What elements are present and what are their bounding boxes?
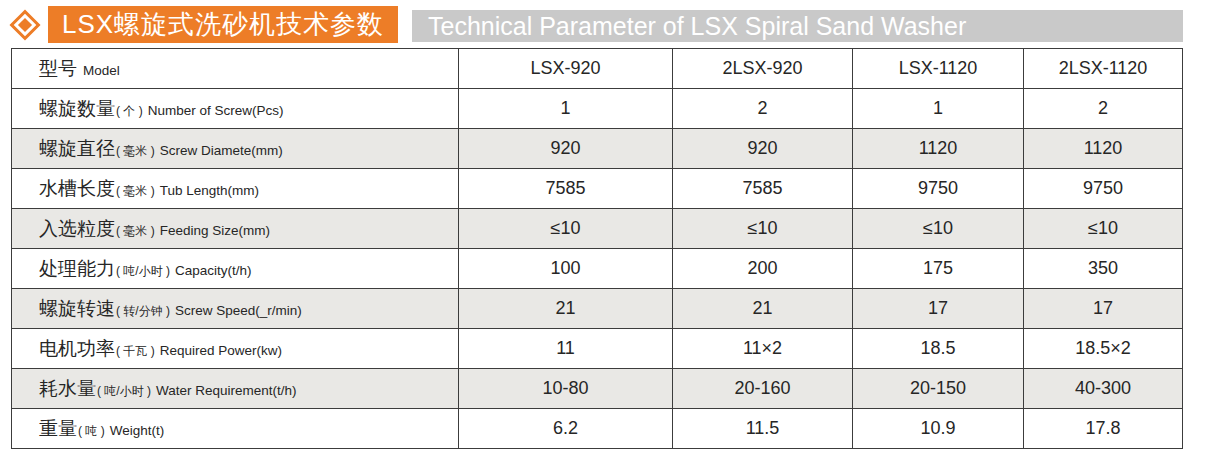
value-cell-lsx-1120: ≤10 (853, 209, 1024, 249)
value-cell-2lsx-920: 11.5 (673, 409, 853, 449)
row-label-en: Weight(t) (110, 423, 165, 438)
row-label-unit: ( 转/分钟 ) (116, 304, 170, 318)
value-cell-2lsx-1120: 1120 (1024, 129, 1183, 169)
value-cell-lsx-920: 100 (459, 249, 673, 289)
value-cell-lsx-1120: 9750 (853, 169, 1024, 209)
value-cell-2lsx-1120: 17.8 (1024, 409, 1183, 449)
value-cell-lsx-920: LSX-920 (459, 49, 673, 89)
table-row: 螺旋转速( 转/分钟 ) Screw Speed(_r/min) 21 21 17… (12, 289, 1183, 329)
row-label-cn: 耗水量 (39, 378, 96, 399)
row-label-unit: ( 吨/小时 ) (97, 384, 151, 398)
table-row: 螺旋数量( 个 ) Number of Screw(Pcs) 1 2 1 2 (12, 89, 1183, 129)
row-label-en: Required Power(kw) (160, 343, 282, 358)
value-cell-2lsx-1120: 350 (1024, 249, 1183, 289)
row-label-en: Capacity(t/h) (175, 263, 252, 278)
row-label-cn: 螺旋直径 (39, 138, 115, 159)
row-label-unit: ( 毫米 ) (116, 144, 155, 158)
row-label-cn: 处理能力 (39, 258, 115, 279)
value-cell-lsx-1120: 18.5 (853, 329, 1024, 369)
row-label-cn: 入选粒度 (39, 218, 115, 239)
row-label-cell: 耗水量( 吨/小时 ) Water Requirement(t/h) (12, 369, 459, 409)
row-label-cn: 电机功率 (39, 338, 115, 359)
value-cell-2lsx-1120: 18.5×2 (1024, 329, 1183, 369)
row-label-cell: 螺旋数量( 个 ) Number of Screw(Pcs) (12, 89, 459, 129)
row-label-cell: 入选粒度( 毫米 ) Feeding Size(mm) (12, 209, 459, 249)
value-cell-2lsx-920: 200 (673, 249, 853, 289)
value-cell-2lsx-920: 11×2 (673, 329, 853, 369)
row-label-en: Screw Speed(_r/min) (175, 303, 302, 318)
row-label-en: Number of Screw(Pcs) (148, 103, 284, 118)
value-cell-lsx-1120: 20-150 (853, 369, 1024, 409)
value-cell-2lsx-1120: ≤10 (1024, 209, 1183, 249)
row-label-cell: 重量( 吨 ) Weight(t) (12, 409, 459, 449)
value-cell-2lsx-920: 7585 (673, 169, 853, 209)
title-english: Technical Parameter of LSX Spiral Sand W… (412, 10, 1183, 42)
row-label-cell: 处理能力( 吨/小时 ) Capacity(t/h) (12, 249, 459, 289)
row-label-en: Tub Length(mm) (160, 183, 259, 198)
title-chinese: LSX螺旋式洗砂机技术参数 (48, 6, 398, 43)
row-label-unit: ( 个 ) (116, 104, 143, 118)
value-cell-lsx-920: 7585 (459, 169, 673, 209)
row-label-cell: 螺旋转速( 转/分钟 ) Screw Speed(_r/min) (12, 289, 459, 329)
value-cell-lsx-1120: 175 (853, 249, 1024, 289)
value-cell-2lsx-920: 2LSX-920 (673, 49, 853, 89)
value-cell-2lsx-920: 920 (673, 129, 853, 169)
value-cell-lsx-1120: 10.9 (853, 409, 1024, 449)
value-cell-2lsx-1120: 2LSX-1120 (1024, 49, 1183, 89)
table-row: 水槽长度( 毫米 )Tub Length(mm) 7585 7585 9750 … (12, 169, 1183, 209)
value-cell-lsx-920: 6.2 (459, 409, 673, 449)
value-cell-lsx-1120: 17 (853, 289, 1024, 329)
table-row: 耗水量( 吨/小时 )Water Requirement(t/h) 10-80 … (12, 369, 1183, 409)
row-label-unit: ( 吨 ) (78, 424, 105, 438)
value-cell-2lsx-1120: 17 (1024, 289, 1183, 329)
row-label-en: Feeding Size(mm) (160, 223, 270, 238)
value-cell-lsx-920: 21 (459, 289, 673, 329)
row-label-cell: 型号 Model (12, 49, 459, 89)
value-cell-2lsx-920: 20-160 (673, 369, 853, 409)
row-label-cn: 螺旋数量 (39, 98, 115, 119)
table-row: 型号 Model LSX-920 2LSX-920 LSX-1120 2LSX-1… (12, 49, 1183, 89)
row-label-cn: 重量 (39, 418, 77, 439)
row-label-unit: ( 毫米 ) (116, 224, 155, 238)
row-label-cn: 螺旋转速 (39, 298, 115, 319)
table-row: 入选粒度( 毫米 ) Feeding Size(mm) ≤10 ≤10 ≤10 ≤… (12, 209, 1183, 249)
row-label-en: Water Requirement(t/h) (156, 383, 297, 398)
table-row: 电机功率( 千瓦 ) Required Power(kw) 11 11×2 18.… (12, 329, 1183, 369)
value-cell-lsx-920: ≤10 (459, 209, 673, 249)
value-cell-lsx-920: 920 (459, 129, 673, 169)
row-label-en: Model (83, 63, 120, 78)
row-label-cell: 电机功率( 千瓦 ) Required Power(kw) (12, 329, 459, 369)
value-cell-lsx-1120: LSX-1120 (853, 49, 1024, 89)
diamond-icon (10, 10, 40, 40)
value-cell-2lsx-1120: 9750 (1024, 169, 1183, 209)
row-label-cn: 水槽长度 (39, 178, 115, 199)
row-label-cn: 型号 (39, 58, 77, 79)
value-cell-2lsx-1120: 40-300 (1024, 369, 1183, 409)
value-cell-2lsx-920: 2 (673, 89, 853, 129)
value-cell-lsx-920: 11 (459, 329, 673, 369)
page-header: LSX螺旋式洗砂机技术参数 Technical Parameter of LSX… (0, 0, 1224, 48)
value-cell-2lsx-920: ≤10 (673, 209, 853, 249)
row-label-cell: 水槽长度( 毫米 ) Tub Length(mm) (12, 169, 459, 209)
value-cell-2lsx-920: 21 (673, 289, 853, 329)
value-cell-lsx-1120: 1 (853, 89, 1024, 129)
table-row: 重量( 吨 ) Weight(t) 6.2 11.5 10.9 17.8 (12, 409, 1183, 449)
row-label-unit: ( 吨/小时 ) (116, 264, 170, 278)
value-cell-lsx-920: 10-80 (459, 369, 673, 409)
row-label-en: Screw Diamete(mm) (160, 143, 283, 158)
table-row: 螺旋直径( 毫米 ) Screw Diamete(mm) 920 920 1120… (12, 129, 1183, 169)
value-cell-lsx-1120: 1120 (853, 129, 1024, 169)
value-cell-2lsx-1120: 2 (1024, 89, 1183, 129)
row-label-unit: ( 千瓦 ) (116, 344, 155, 358)
row-label-cell: 螺旋直径( 毫米 ) Screw Diamete(mm) (12, 129, 459, 169)
value-cell-lsx-920: 1 (459, 89, 673, 129)
spec-table: 型号 Model LSX-920 2LSX-920 LSX-1120 2LSX-1… (11, 48, 1183, 449)
row-label-unit: ( 毫米 ) (116, 184, 155, 198)
table-row: 处理能力( 吨/小时 ) Capacity(t/h) 100 200 175 35… (12, 249, 1183, 289)
